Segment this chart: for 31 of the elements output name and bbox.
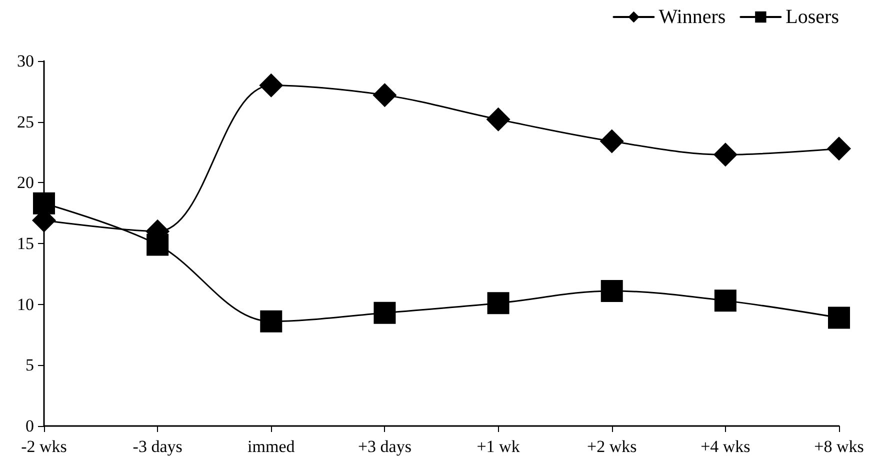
point [487,292,510,314]
point [600,129,624,154]
y-tick-label: 20 [17,173,34,192]
y-tick-label: 5 [26,356,34,375]
x-tick-label: immed [248,437,296,456]
x-tick-label: -3 days [132,437,182,456]
point [827,136,851,161]
y-tick-label: 25 [17,112,34,132]
point [372,83,397,108]
legend-label: Winners [658,6,726,28]
point [486,107,510,132]
point [828,306,850,329]
point [714,290,736,312]
x-tick-label: +2 wks [586,437,637,456]
x-tick-label: +4 wks [700,437,750,456]
y-tick-label: 0 [26,416,34,436]
point [146,234,169,256]
point [374,302,396,324]
y-tick-label: 15 [17,234,34,253]
point [713,142,738,167]
x-tick-label: +8 wks [814,437,864,456]
legend-label: Losers [786,6,840,28]
x-tick-label: -2 wks [21,437,67,456]
point [259,73,284,98]
x-tick-label: +1 wk [476,437,520,456]
point [600,280,623,302]
y-tick-label: 30 [17,52,34,70]
y-tick-label: 10 [17,294,34,314]
x-tick-label: +3 days [358,437,412,456]
point [260,310,282,332]
point [33,192,55,214]
